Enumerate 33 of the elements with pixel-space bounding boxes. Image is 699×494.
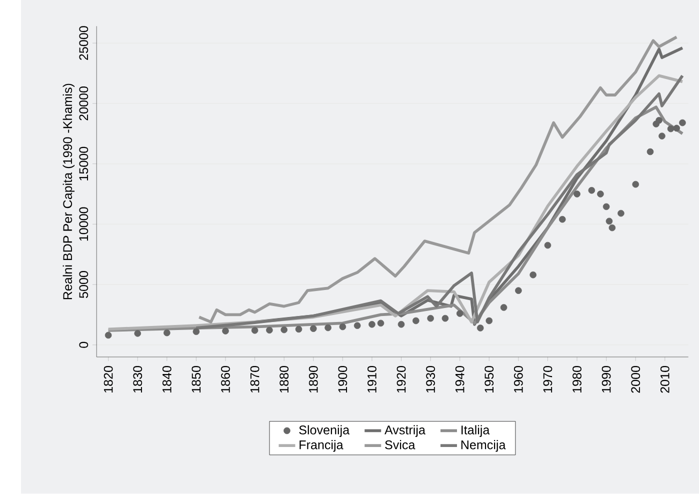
x-tick-label: 1880 [280, 366, 289, 393]
x-tick-label: 1980 [572, 366, 582, 393]
x-tick-label: 1970 [543, 366, 552, 393]
legend-label: Avstrija [384, 425, 426, 438]
x-tick-label: 1900 [338, 366, 348, 393]
x-tick-label: 1950 [484, 366, 494, 393]
y-tick-label: 25000 [79, 26, 88, 60]
x-tick-label: 1920 [396, 366, 406, 393]
legend-label: Slovenija [299, 425, 350, 438]
y-tick-label: 0 [79, 342, 88, 348]
y-tick-label: 10000 [79, 207, 88, 241]
x-tick-label: 1940 [455, 366, 464, 393]
x-tick-label: 1930 [426, 366, 435, 393]
x-tick-label: 1820 [104, 366, 113, 393]
x-tick-label: 1830 [133, 366, 142, 393]
x-tick-label: 1910 [368, 366, 376, 393]
x-tick-label: 1850 [192, 366, 201, 393]
x-tick-label: 1890 [308, 366, 318, 393]
legend-label: Nemcija [461, 440, 506, 452]
legend-label: Italija [462, 425, 490, 438]
x-tick-label: 2010 [660, 366, 670, 393]
x-tick-label: 1840 [162, 366, 172, 393]
x-tick-label: 1960 [514, 366, 523, 393]
x-tick-label: 1990 [602, 366, 611, 393]
y-tick-label: 15000 [79, 146, 88, 180]
x-tick-label: 1860 [221, 366, 230, 393]
y-tick-label: 20000 [79, 86, 88, 120]
legend-label: Svica [385, 440, 416, 450]
y-tick-label: 5000 [79, 271, 88, 298]
legend-label: Francija [300, 440, 344, 452]
y-axis-title: Realni BDP Per Capita (1990 -Khamis) [62, 84, 75, 300]
x-tick-label: 1870 [250, 366, 260, 393]
x-tick-label: 2000 [631, 366, 640, 393]
